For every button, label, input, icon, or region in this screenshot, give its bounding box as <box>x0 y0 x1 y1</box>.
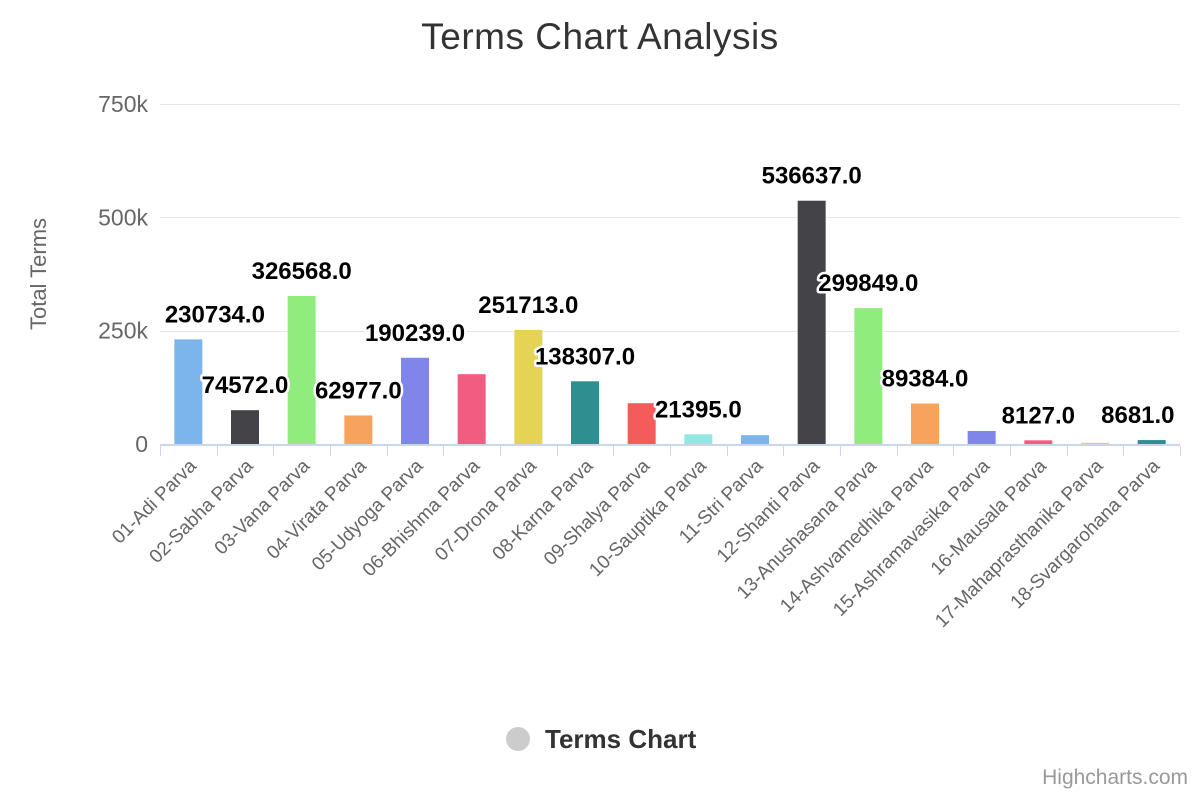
bar-17-mahaprasthanika-parva[interactable] <box>1081 442 1109 444</box>
data-label-03-vana-parva: 326568.0 <box>252 258 352 285</box>
bar-06-bhishma-parva[interactable] <box>457 374 486 444</box>
y-tick-label: 500k <box>98 204 148 230</box>
x-axis-label-02-sabha-parva: 02-Sabha Parva <box>146 455 258 567</box>
data-label-18-svargarohana-parva: 8681.0 <box>1101 402 1174 429</box>
data-label-group: 230734.0 74572.0 326568.0 62977.0 190239.0 25… <box>162 160 1177 432</box>
legend-marker-icon <box>506 727 530 751</box>
bar-12-shanti-parva[interactable] <box>797 200 826 444</box>
x-axis-line-group <box>160 444 1181 456</box>
data-label-10-sauptika-parva: 21395.0 <box>655 396 742 423</box>
data-label-12-shanti-parva: 536637.0 <box>762 163 862 190</box>
bar-08-karna-parva[interactable] <box>571 381 599 444</box>
bar-14-ashvamedhika-parva[interactable] <box>911 403 939 444</box>
x-axis-label-12-shanti-parva: 12-Shanti Parva <box>713 455 824 566</box>
y-axis-tick-labels: 0 250k 500k 750k <box>98 91 148 457</box>
legend-label: Terms Chart <box>545 724 697 754</box>
bar-11-stri-parva[interactable] <box>741 435 769 444</box>
data-label-14-ashvamedhika-parva: 89384.0 <box>882 365 969 392</box>
bar-07-drona-parva[interactable] <box>514 329 543 444</box>
data-label-13-anushasana-parva: 299849.0 <box>818 270 918 297</box>
data-label-05-udyoga-parva: 190239.0 <box>365 320 465 347</box>
bar-16-mausala-parva[interactable] <box>1024 440 1053 444</box>
bar-10-sauptika-parva[interactable] <box>684 434 713 444</box>
y-tick-label: 0 <box>135 431 148 457</box>
chart-title: Terms Chart Analysis <box>421 16 779 57</box>
bar-15-ashramavasika-parva[interactable] <box>967 430 996 444</box>
y-gridlines <box>160 104 1180 332</box>
y-tick-label: 250k <box>98 318 148 344</box>
data-label-04-virata-parva: 62977.0 <box>315 377 402 404</box>
bar-09-shalya-parva[interactable] <box>627 403 656 444</box>
highcharts-credits-link[interactable]: Highcharts.com <box>1042 766 1188 789</box>
bar-05-udyoga-parva[interactable] <box>401 357 429 444</box>
y-axis-title: Total Terms <box>26 218 51 330</box>
bar-02-sabha-parva[interactable] <box>231 410 259 444</box>
x-axis-label-04-virata-parva: 04-Virata Parva <box>263 455 371 563</box>
data-label-07-drona-parva: 251713.0 <box>478 292 578 319</box>
data-label-16-mausala-parva: 8127.0 <box>1002 402 1075 429</box>
x-axis-label-08-karna-parva: 08-Karna Parva <box>489 455 598 564</box>
bar-series <box>174 200 1166 444</box>
data-label-02-sabha-parva: 74572.0 <box>202 372 289 399</box>
y-tick-label: 750k <box>98 91 148 117</box>
x-axis-label-07-drona-parva: 07-Drona Parva <box>431 455 541 565</box>
bar-13-anushasana-parva[interactable] <box>854 308 883 444</box>
x-axis-label-09-shalya-parva: 09-Shalya Parva <box>540 455 654 569</box>
bar-01-adi-parva[interactable] <box>174 339 203 444</box>
data-label-08-karna-parva: 138307.0 <box>535 343 635 370</box>
data-label-01-adi-parva: 230734.0 <box>165 301 265 328</box>
bar-04-virata-parva[interactable] <box>344 415 373 444</box>
bar-03-vana-parva[interactable] <box>287 295 316 444</box>
bar-18-svargarohana-parva[interactable] <box>1137 440 1166 444</box>
legend-item[interactable]: Terms Chart <box>506 724 697 754</box>
